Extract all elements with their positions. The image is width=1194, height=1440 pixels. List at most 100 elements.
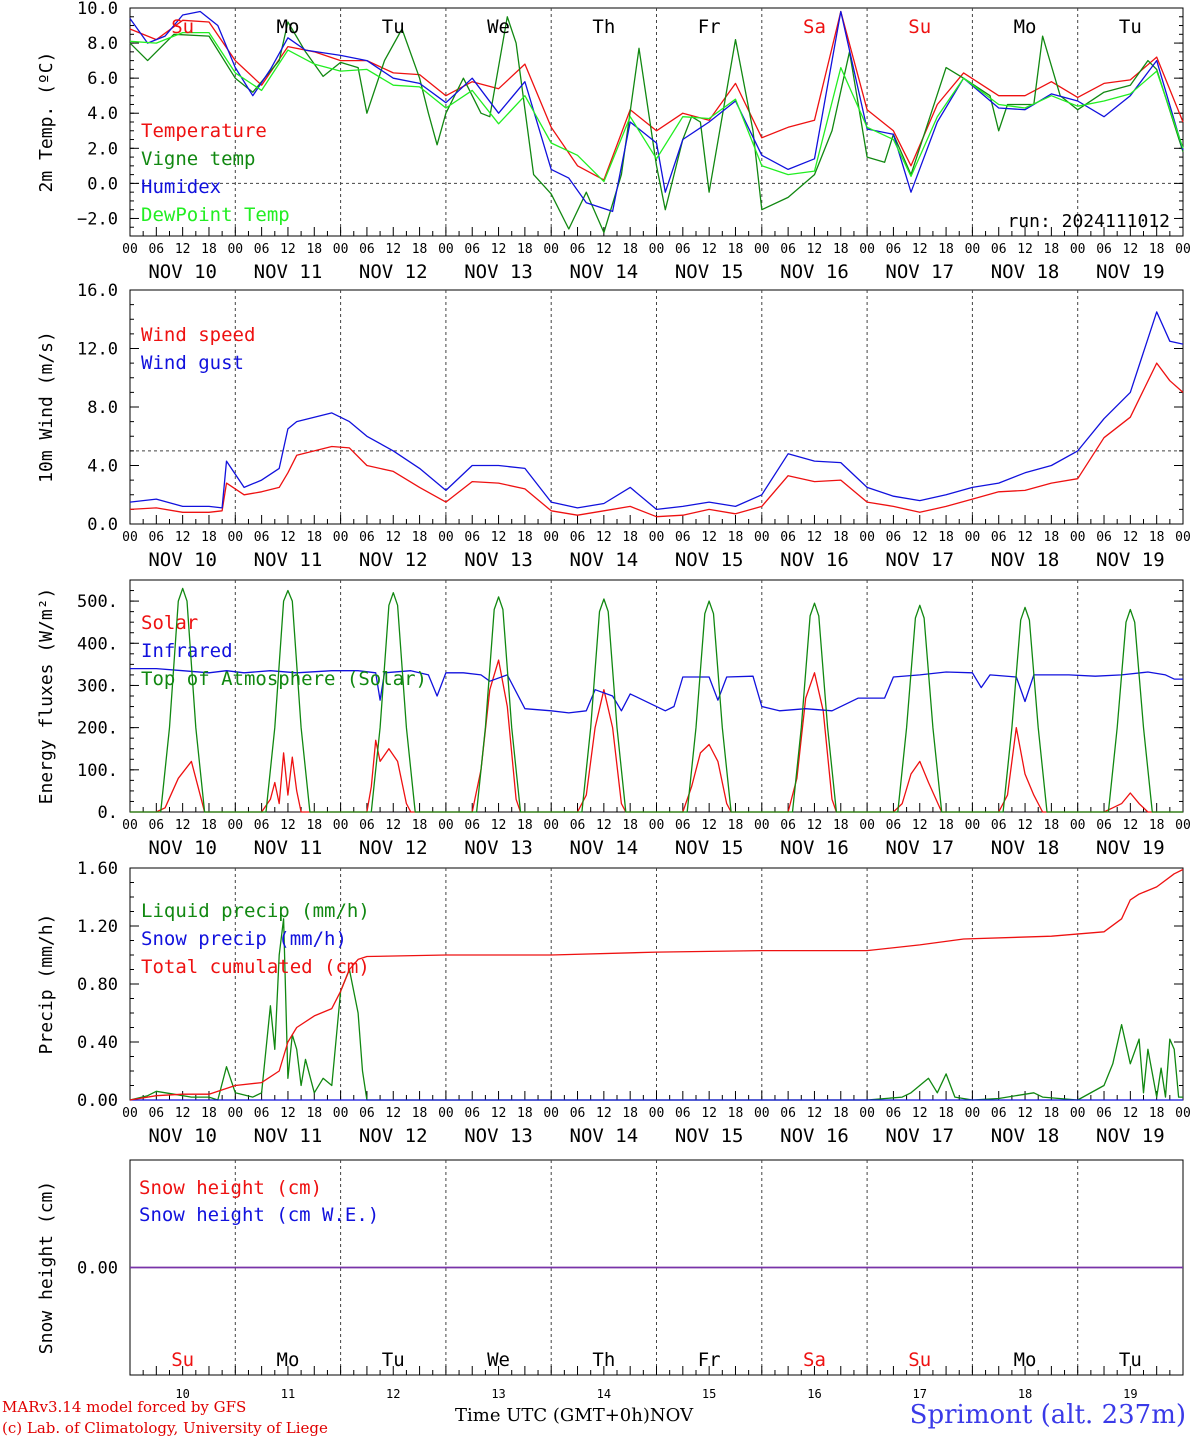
hour-tick-label: 00: [754, 242, 770, 257]
hour-tick-label: 00: [1175, 1106, 1191, 1121]
legend-entry: Liquid precip (mm/h): [141, 900, 370, 922]
weekday-label: Fr: [698, 16, 721, 38]
hour-tick-label: 00: [649, 818, 665, 833]
hour-tick-label: 18: [517, 242, 533, 257]
hour-tick-label: 12: [596, 242, 612, 257]
hour-tick-label: 00: [122, 818, 138, 833]
hour-tick-label: 12: [175, 530, 191, 545]
hour-tick-label: 12: [912, 242, 928, 257]
hour-tick-label: 12: [491, 1106, 507, 1121]
hour-tick-label: 18: [412, 242, 428, 257]
hour-tick-label: 06: [254, 1106, 270, 1121]
day-number-label: 16: [807, 1387, 821, 1401]
day-number-label: 13: [491, 1387, 505, 1401]
hour-tick-label: 18: [833, 242, 849, 257]
panel-5: 0.00 Snow height (cm) Snow height (cm) Snow…: [36, 1159, 1184, 1401]
hour-tick-label: 06: [464, 530, 480, 545]
hour-tick-label: 12: [912, 818, 928, 833]
y-tick-label: 0.0: [87, 515, 118, 535]
hour-tick-label: 18: [938, 818, 954, 833]
hour-tick-label: 18: [517, 530, 533, 545]
y-tick-label: 500.: [77, 592, 118, 612]
day-label: NOV 18: [991, 1125, 1060, 1147]
hour-tick-label: 18: [622, 530, 638, 545]
hour-tick-label: 06: [148, 1106, 164, 1121]
hour-tick-label: 00: [227, 530, 243, 545]
month-label: NOV: [649, 1405, 694, 1426]
day-label: NOV 11: [254, 1125, 323, 1147]
hour-tick-label: 06: [570, 530, 586, 545]
hour-tick-label: 06: [780, 1106, 796, 1121]
weekday-label: Sa: [803, 16, 826, 38]
hour-tick-label: 00: [122, 530, 138, 545]
hour-tick-label: 18: [412, 818, 428, 833]
day-label: NOV 11: [254, 261, 323, 283]
hour-tick-label: 00: [227, 1106, 243, 1121]
y-axis-label: 2m Temp. (ºC): [36, 52, 57, 193]
hour-tick-label: 12: [385, 242, 401, 257]
hour-tick-label: 00: [543, 1106, 559, 1121]
hour-tick-label: 00: [859, 1106, 875, 1121]
hour-tick-label: 18: [1044, 818, 1060, 833]
hour-tick-label: 12: [280, 242, 296, 257]
y-tick-label: 200.: [77, 719, 118, 739]
hour-tick-label: 06: [570, 242, 586, 257]
day-label: NOV 13: [464, 261, 533, 283]
day-label: NOV 14: [570, 261, 639, 283]
legend-entry: Wind gust: [141, 352, 244, 374]
hour-tick-label: 06: [991, 818, 1007, 833]
legend-entry: DewPoint Temp: [141, 204, 290, 226]
series-line: [130, 667, 1183, 714]
hour-tick-label: 00: [965, 242, 981, 257]
hour-tick-label: 06: [1096, 818, 1112, 833]
hour-tick-label: 18: [1044, 530, 1060, 545]
day-label: NOV 14: [570, 837, 639, 859]
hour-tick-label: 06: [886, 1106, 902, 1121]
hour-tick-label: 12: [912, 1106, 928, 1121]
y-tick-label: 0.00: [77, 1091, 118, 1111]
day-label: NOV 11: [254, 837, 323, 859]
weekday-label: Mo: [1014, 16, 1037, 38]
hour-tick-label: 18: [1149, 242, 1165, 257]
weekday-label: Th: [592, 16, 615, 38]
hour-tick-label: 18: [201, 1106, 217, 1121]
y-tick-label: 4.0: [87, 457, 118, 477]
hour-tick-label: 12: [701, 1106, 717, 1121]
hour-tick-label: 00: [438, 1106, 454, 1121]
legend-entry: Temperature: [141, 120, 267, 142]
day-label: NOV 12: [359, 1125, 428, 1147]
hour-tick-label: 18: [728, 242, 744, 257]
y-tick-label: −2.0: [77, 209, 118, 229]
hour-tick-label: 12: [701, 530, 717, 545]
hour-tick-label: 18: [622, 818, 638, 833]
hour-tick-label: 18: [728, 818, 744, 833]
weekday-label: Su: [171, 1349, 194, 1371]
day-label: NOV 15: [675, 837, 744, 859]
hour-tick-label: 18: [833, 1106, 849, 1121]
hour-tick-label: 00: [227, 818, 243, 833]
hour-tick-label: 00: [1175, 530, 1191, 545]
hour-tick-label: 06: [148, 242, 164, 257]
y-tick-label: 300.: [77, 676, 118, 696]
day-label: NOV 12: [359, 261, 428, 283]
hour-tick-label: 00: [859, 242, 875, 257]
day-label: NOV 17: [885, 261, 954, 283]
day-label: NOV 13: [464, 1125, 533, 1147]
hour-tick-label: 18: [728, 1106, 744, 1121]
hour-tick-label: 06: [254, 818, 270, 833]
hour-tick-label: 00: [754, 530, 770, 545]
hour-tick-label: 06: [780, 530, 796, 545]
hour-tick-label: 18: [306, 1106, 322, 1121]
hour-tick-label: 06: [148, 818, 164, 833]
day-label: NOV 13: [464, 549, 533, 571]
day-label: NOV 16: [780, 549, 849, 571]
hour-tick-label: 18: [938, 530, 954, 545]
hour-tick-label: 18: [833, 530, 849, 545]
day-label: NOV 10: [148, 1125, 217, 1147]
y-tick-label: 10.0: [77, 0, 118, 19]
hour-tick-label: 18: [306, 818, 322, 833]
hour-tick-label: 06: [254, 530, 270, 545]
station-name: Sprimont (alt. 237m): [909, 1400, 1186, 1430]
weekday-label: Sa: [803, 1349, 826, 1371]
weekday-label: Mo: [277, 1349, 300, 1371]
